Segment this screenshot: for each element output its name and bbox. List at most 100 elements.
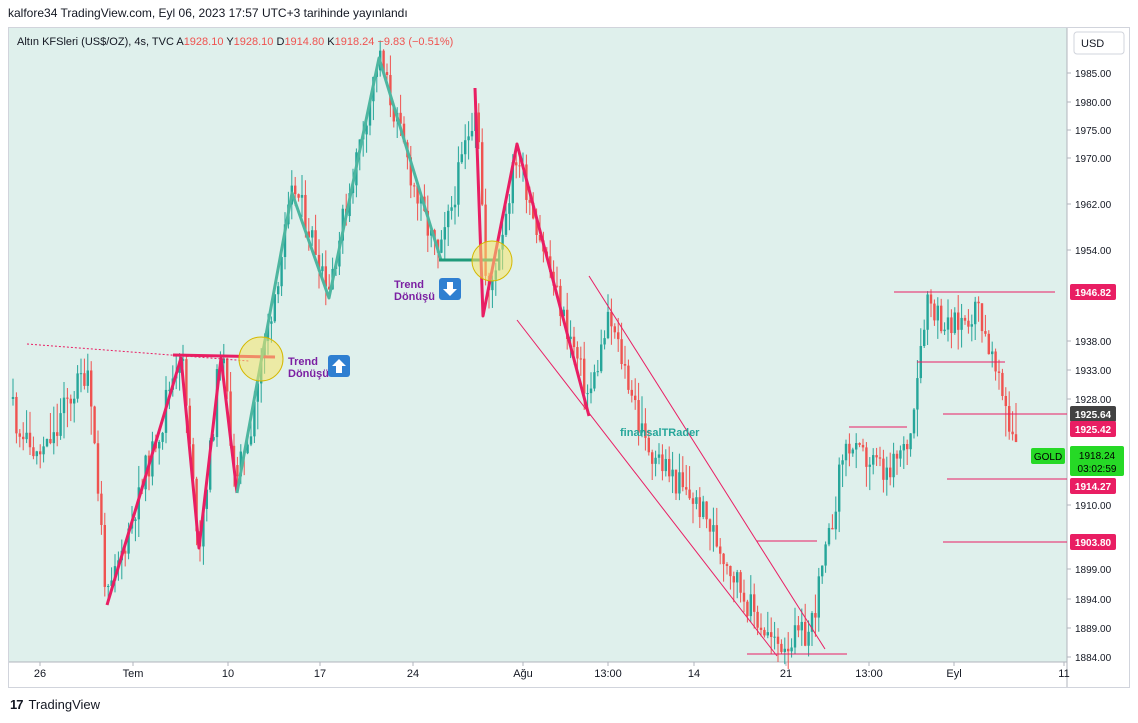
candle-body	[817, 576, 820, 618]
candle	[28, 411, 32, 455]
candle-body	[647, 437, 650, 453]
candle	[280, 251, 283, 297]
candle-body	[719, 546, 722, 554]
candle-body	[926, 294, 929, 330]
reversal-circle-1[interactable]	[238, 336, 284, 382]
candle	[834, 496, 837, 540]
candle-body	[450, 207, 453, 211]
currency-button[interactable]: USD	[1073, 31, 1125, 55]
candle	[634, 378, 637, 410]
candle-body	[188, 405, 191, 445]
candle	[878, 446, 882, 467]
candle-body	[970, 324, 973, 327]
candle	[321, 253, 324, 279]
change-value: −9.83 (−0.51%)	[377, 36, 453, 48]
candle-body	[277, 286, 280, 295]
footer-brand[interactable]: 17 TradingView	[10, 697, 100, 712]
candle	[967, 309, 970, 334]
candle-body	[453, 204, 457, 208]
low-label: D	[276, 36, 284, 48]
candle	[746, 599, 749, 623]
candle	[753, 583, 756, 629]
candle	[943, 322, 946, 335]
candle-body	[980, 303, 984, 332]
candle-body	[953, 312, 956, 334]
candle	[134, 517, 137, 542]
candle-body	[559, 285, 562, 317]
brand-name: TradingView	[28, 697, 101, 712]
candle	[69, 394, 72, 422]
axes-layer: 1985.00 1980.00 1975.00 1970.00 1962.00 1954.…	[34, 31, 1125, 680]
dotted-trend-line	[26, 343, 250, 362]
candle-body	[909, 433, 912, 450]
candle-body	[984, 331, 987, 334]
candle-body	[168, 389, 171, 391]
candle-body	[409, 157, 412, 186]
price-tag: 1946.82	[1070, 284, 1116, 300]
candle	[681, 456, 684, 492]
candle	[42, 436, 45, 463]
x-tick-label: Tem	[123, 668, 144, 680]
candle-body	[1001, 372, 1004, 396]
chart-frame: Trend Dönüşü Trend Dönüşü finansalTRader 198…	[8, 27, 1130, 688]
candle-body	[249, 436, 253, 445]
candle	[596, 359, 599, 377]
candle-body	[447, 210, 450, 228]
candle	[793, 607, 797, 655]
candle	[763, 627, 766, 638]
candle-body	[317, 254, 321, 272]
candle-body	[780, 643, 783, 652]
symbol-legend: Altın KFSleri (US$/OZ), 4s, TVC A1928.10…	[17, 36, 453, 48]
candle	[674, 469, 678, 500]
candle	[1001, 368, 1004, 401]
candle	[844, 439, 848, 477]
candle	[868, 457, 871, 491]
candle	[814, 594, 817, 637]
candle	[719, 538, 722, 565]
candle	[688, 466, 691, 500]
arrow-up-glyph	[332, 359, 346, 373]
candle	[93, 405, 96, 445]
candle	[875, 447, 878, 466]
candle-body	[477, 112, 480, 143]
candle	[460, 141, 463, 164]
candle-body	[763, 629, 766, 636]
candle	[18, 429, 21, 448]
x-tick-label: 10	[222, 668, 234, 680]
candle-body	[273, 294, 276, 322]
candle-body	[28, 432, 32, 448]
green-wave	[235, 56, 443, 494]
candle-body	[236, 465, 239, 477]
reversal-circle-2[interactable]	[471, 240, 513, 282]
close-value: 1918.24	[335, 36, 378, 48]
candle-body	[86, 370, 89, 386]
candle-body	[266, 323, 270, 341]
candle-body	[790, 647, 793, 652]
candle-body	[702, 501, 705, 518]
price-tag-value: 1925.42	[1075, 425, 1112, 436]
candle	[926, 291, 929, 346]
price-tag-box	[1070, 478, 1116, 494]
candle-body	[623, 363, 627, 366]
candle-body	[691, 498, 695, 504]
candle-body	[49, 438, 52, 444]
candle-body	[960, 317, 963, 330]
candle-body	[76, 373, 79, 399]
candle	[906, 439, 909, 466]
candle-body	[739, 572, 742, 593]
candle-body	[413, 185, 416, 187]
candle	[413, 182, 416, 198]
candle-body	[110, 580, 113, 586]
candle	[895, 450, 899, 475]
candle	[984, 314, 987, 337]
candle-body	[848, 443, 851, 454]
candle-body	[1011, 431, 1014, 435]
candle	[899, 445, 902, 467]
symbol-badge-label: GOLD	[1034, 452, 1062, 463]
candle-body	[668, 458, 671, 477]
candle-body	[712, 525, 715, 532]
candle	[600, 329, 603, 374]
candle	[987, 330, 990, 355]
candle-body	[283, 224, 287, 258]
